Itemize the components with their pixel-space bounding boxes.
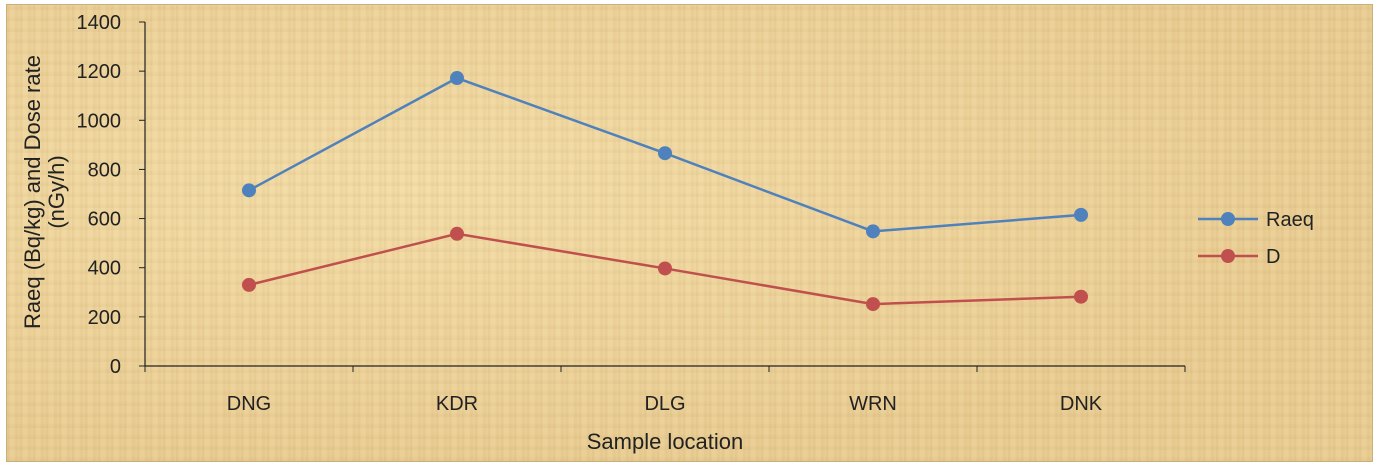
x-tick-label: WRN [849,393,897,415]
x-tick-label: DNG [227,393,271,415]
legend-item-raeq: Raeq [1198,209,1314,231]
y-tick-label: 800 [88,159,121,181]
series-raeq [242,71,1088,239]
data-point [866,297,880,312]
y-tick-label: 1200 [77,61,122,83]
series-lines [242,71,1088,312]
x-tick-label: KDR [436,393,478,415]
x-tick-label: DNK [1060,393,1103,415]
legend-label: D [1266,246,1280,268]
y-tick-label: 200 [88,307,121,329]
data-point [242,277,256,292]
y-axis: 0 200 400 600 800 1000 1200 1400 [77,12,146,378]
y-tick-label: 1000 [77,110,122,132]
legend-item-d: D [1198,246,1280,268]
y-tick-label: 400 [88,258,121,280]
legend: Raeq D [1198,209,1314,268]
data-point [658,146,672,161]
data-point [242,183,256,198]
data-point [450,71,464,86]
data-point [1074,289,1088,304]
series-d [242,226,1088,312]
y-tick-label: 0 [110,356,121,378]
y-axis-title: Raeq (Bq/kg) and Dose rate (nGy/h) [20,55,69,329]
data-point [658,261,672,276]
y-tick-label: 600 [88,209,121,231]
x-tick-label: DLG [644,393,685,415]
legend-swatch-marker [1221,249,1235,263]
legend-swatch-marker [1221,212,1235,226]
x-axis: DNG KDR DLG WRN DNK [144,365,1186,415]
legend-label: Raeq [1266,209,1314,231]
data-point [866,224,880,239]
data-point [1074,207,1088,222]
y-tick-label: 1400 [77,12,122,34]
chart-background [6,4,1373,462]
data-point [450,226,464,241]
y-axis-title-line2: (nGy/h) [44,155,69,228]
x-axis-title: Sample location [587,429,744,454]
y-axis-title-line1: Raeq (Bq/kg) and Dose rate [20,55,45,329]
